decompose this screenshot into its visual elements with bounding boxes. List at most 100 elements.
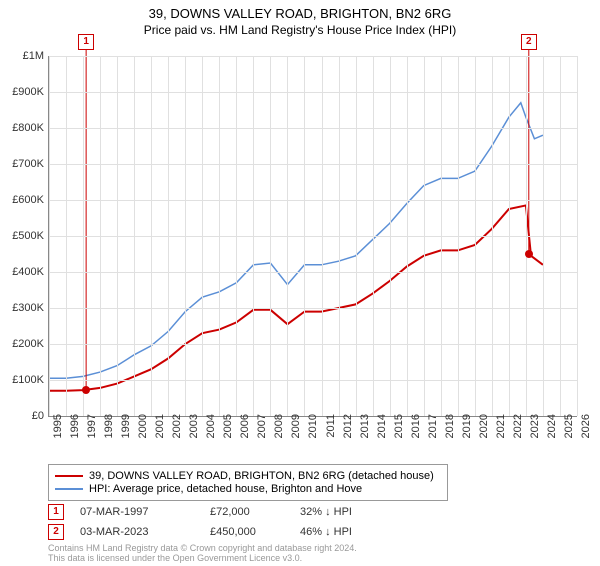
transaction-date-2: 03-MAR-2023: [80, 526, 210, 538]
gridline-h: [49, 344, 577, 345]
xtick-label: 2020: [478, 414, 490, 454]
gridline-v: [509, 56, 510, 416]
xtick-label: 2007: [256, 414, 268, 454]
ytick-label: £300K: [4, 302, 44, 314]
ytick-label: £0: [4, 410, 44, 422]
gridline-v: [185, 56, 186, 416]
gridline-h: [49, 272, 577, 273]
gridline-v: [83, 56, 84, 416]
plot-area: 12: [48, 56, 577, 417]
gridline-h: [49, 236, 577, 237]
xtick-label: 2021: [495, 414, 507, 454]
xtick-label: 2009: [290, 414, 302, 454]
ytick-label: £1M: [4, 50, 44, 62]
xtick-label: 2017: [427, 414, 439, 454]
transaction-row-1: 1 07-MAR-1997 £72,000 32% ↓ HPI: [48, 504, 548, 520]
xtick-label: 2024: [546, 414, 558, 454]
xtick-label: 2018: [444, 414, 456, 454]
ytick-label: £700K: [4, 158, 44, 170]
xtick-label: 2015: [393, 414, 405, 454]
ytick-label: £600K: [4, 194, 44, 206]
xtick-label: 1995: [52, 414, 64, 454]
gridline-v: [441, 56, 442, 416]
legend-item-hpi: HPI: Average price, detached house, Brig…: [55, 483, 441, 495]
xtick-label: 2023: [529, 414, 541, 454]
gridline-v: [526, 56, 527, 416]
xtick-label: 2022: [512, 414, 524, 454]
legend-swatch-property: [55, 475, 83, 477]
gridline-v: [66, 56, 67, 416]
gridline-v: [253, 56, 254, 416]
gridline-v: [304, 56, 305, 416]
transaction-dot: [82, 386, 90, 394]
xtick-label: 2010: [307, 414, 319, 454]
gridline-v: [543, 56, 544, 416]
gridline-h: [49, 56, 577, 57]
transaction-price-1: £72,000: [210, 506, 300, 518]
xtick-label: 2008: [273, 414, 285, 454]
gridline-h: [49, 308, 577, 309]
legend-swatch-hpi: [55, 488, 83, 490]
gridline-v: [390, 56, 391, 416]
xtick-label: 2006: [239, 414, 251, 454]
footer-line-2: This data is licensed under the Open Gov…: [48, 554, 357, 564]
legend: 39, DOWNS VALLEY ROAD, BRIGHTON, BN2 6RG…: [48, 464, 448, 501]
gridline-v: [219, 56, 220, 416]
gridline-v: [49, 56, 50, 416]
ytick-label: £200K: [4, 338, 44, 350]
gridline-v: [236, 56, 237, 416]
gridline-h: [49, 200, 577, 201]
xtick-label: 2025: [563, 414, 575, 454]
legend-item-property: 39, DOWNS VALLEY ROAD, BRIGHTON, BN2 6RG…: [55, 470, 441, 482]
xtick-label: 1999: [120, 414, 132, 454]
ytick-label: £100K: [4, 374, 44, 386]
gridline-v: [475, 56, 476, 416]
xtick-label: 1998: [103, 414, 115, 454]
xtick-label: 2000: [137, 414, 149, 454]
gridline-v: [151, 56, 152, 416]
transaction-dot: [525, 250, 533, 258]
xtick-label: 2016: [410, 414, 422, 454]
legend-label-hpi: HPI: Average price, detached house, Brig…: [89, 483, 362, 495]
gridline-v: [117, 56, 118, 416]
gridline-v: [287, 56, 288, 416]
gridline-v: [458, 56, 459, 416]
gridline-v: [270, 56, 271, 416]
gridline-v: [560, 56, 561, 416]
gridline-v: [202, 56, 203, 416]
gridline-h: [49, 128, 577, 129]
chart-container: 39, DOWNS VALLEY ROAD, BRIGHTON, BN2 6RG…: [0, 6, 600, 566]
ytick-label: £500K: [4, 230, 44, 242]
xtick-label: 2011: [325, 414, 337, 454]
ytick-label: £800K: [4, 122, 44, 134]
xtick-label: 1996: [69, 414, 81, 454]
xtick-label: 2001: [154, 414, 166, 454]
gridline-v: [100, 56, 101, 416]
gridline-v: [356, 56, 357, 416]
footer-attribution: Contains HM Land Registry data © Crown c…: [48, 544, 357, 564]
gridline-v: [373, 56, 374, 416]
transaction-marker-box: 2: [521, 34, 537, 50]
xtick-label: 1997: [86, 414, 98, 454]
series-line: [49, 103, 543, 378]
gridline-v: [407, 56, 408, 416]
gridline-v: [424, 56, 425, 416]
ytick-label: £400K: [4, 266, 44, 278]
xtick-label: 2026: [580, 414, 592, 454]
chart-title: 39, DOWNS VALLEY ROAD, BRIGHTON, BN2 6RG: [0, 6, 600, 21]
transaction-diff-1: 32% ↓ HPI: [300, 506, 400, 518]
gridline-h: [49, 92, 577, 93]
transaction-diff-2: 46% ↓ HPI: [300, 526, 400, 538]
xtick-label: 2002: [171, 414, 183, 454]
transaction-date-1: 07-MAR-1997: [80, 506, 210, 518]
gridline-h: [49, 164, 577, 165]
xtick-label: 2013: [359, 414, 371, 454]
transaction-row-2: 2 03-MAR-2023 £450,000 46% ↓ HPI: [48, 524, 548, 540]
xtick-label: 2004: [205, 414, 217, 454]
transaction-price-2: £450,000: [210, 526, 300, 538]
xtick-label: 2019: [461, 414, 473, 454]
xtick-label: 2005: [222, 414, 234, 454]
gridline-v: [339, 56, 340, 416]
gridline-v: [168, 56, 169, 416]
xtick-label: 2003: [188, 414, 200, 454]
